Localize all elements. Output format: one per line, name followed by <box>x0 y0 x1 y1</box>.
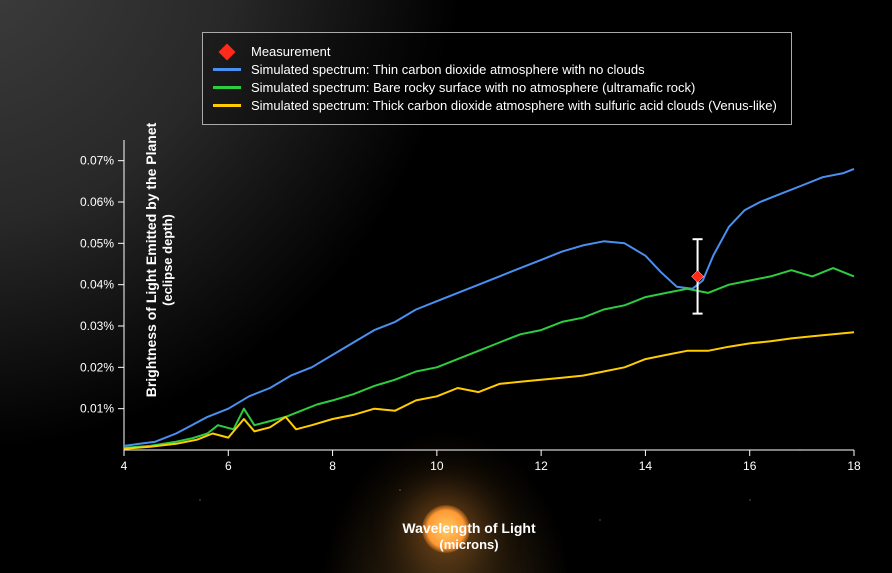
legend-line-swatch <box>213 86 241 89</box>
x-tick-label: 10 <box>430 459 444 473</box>
y-tick-label: 0.05% <box>80 236 114 250</box>
x-axis-label: Wavelength of Light (microns) <box>402 519 535 554</box>
x-tick-label: 4 <box>121 459 128 473</box>
legend-line-swatch <box>213 68 241 71</box>
plot-area: 46810121416180.01%0.02%0.03%0.04%0.05%0.… <box>124 140 854 450</box>
x-tick-label: 14 <box>639 459 653 473</box>
y-tick-label: 0.07% <box>80 154 114 168</box>
legend-label: Simulated spectrum: Thick carbon dioxide… <box>251 98 777 113</box>
legend: Measurement Simulated spectrum: Thin carb… <box>202 32 792 125</box>
series-venus_like <box>124 332 854 449</box>
legend-line-swatch <box>213 104 241 107</box>
chart-container: Brightness of Light Emitted by the Plane… <box>74 10 864 510</box>
x-tick-label: 18 <box>847 459 861 473</box>
legend-label: Simulated spectrum: Thin carbon dioxide … <box>251 62 645 77</box>
legend-item: Simulated spectrum: Bare rocky surface w… <box>213 80 777 95</box>
x-axis-title: Wavelength of Light <box>402 520 535 536</box>
x-tick-label: 12 <box>534 459 548 473</box>
x-tick-label: 16 <box>743 459 757 473</box>
legend-item: Simulated spectrum: Thin carbon dioxide … <box>213 62 777 77</box>
y-tick-label: 0.02% <box>80 360 114 374</box>
legend-item: Measurement <box>213 44 777 59</box>
series-bare_rock <box>124 268 854 448</box>
legend-label: Simulated spectrum: Bare rocky surface w… <box>251 80 695 95</box>
y-tick-label: 0.06% <box>80 195 114 209</box>
legend-label: Measurement <box>251 44 330 59</box>
x-tick-label: 6 <box>225 459 232 473</box>
y-tick-label: 0.04% <box>80 278 114 292</box>
y-tick-label: 0.01% <box>80 402 114 416</box>
x-axis-subtitle: (microns) <box>402 537 535 554</box>
y-tick-label: 0.03% <box>80 319 114 333</box>
chart-svg: 46810121416180.01%0.02%0.03%0.04%0.05%0.… <box>124 140 854 450</box>
legend-marker-icon <box>213 46 241 58</box>
series-thin_co2 <box>124 169 854 446</box>
x-tick-label: 8 <box>329 459 336 473</box>
legend-item: Simulated spectrum: Thick carbon dioxide… <box>213 98 777 113</box>
